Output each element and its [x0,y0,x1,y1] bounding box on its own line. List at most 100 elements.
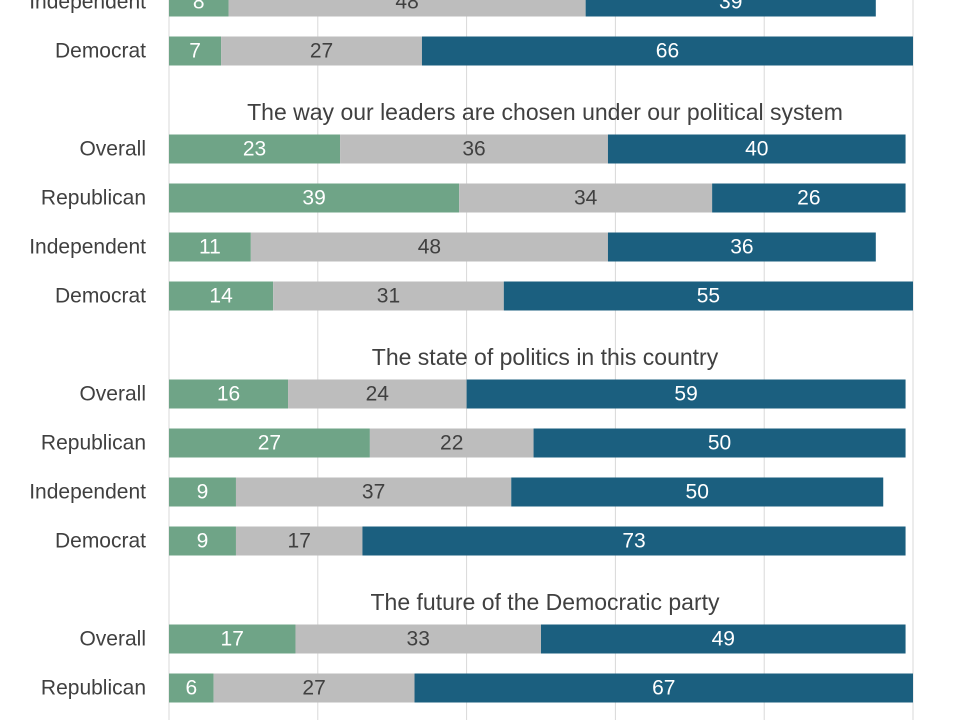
data-label: 17 [288,530,311,553]
data-label: 22 [440,432,463,455]
data-label: 14 [209,285,233,308]
bar-segment [221,36,422,66]
bar-segment [503,281,913,311]
category-label: Republican [41,187,146,210]
group-title: The state of politics in this country [372,344,719,370]
data-label: 67 [652,677,675,700]
bar-segment [169,281,274,311]
bar-row: Republican 6 27 67 [41,673,913,703]
bar-row: Republican 27 22 50 [41,428,906,458]
bar-segment [511,477,884,507]
data-label: 59 [674,383,697,406]
bar-segment [607,232,876,262]
bar-row: Overall 17 33 49 [79,624,906,654]
data-label: 40 [745,138,768,161]
bar-segment [169,379,289,409]
bar-segment [213,673,415,703]
bar-segment [228,0,586,17]
data-label: 48 [395,0,418,14]
bar-segment [607,134,906,164]
data-label: 50 [686,481,709,504]
data-label: 16 [217,383,240,406]
bar-segment [250,232,608,262]
bar-segment [235,477,512,507]
bar-segment [585,0,876,17]
bar-segment [362,526,906,556]
bar-segment [414,673,913,703]
data-label: 37 [362,481,385,504]
data-label: 36 [730,236,753,259]
category-label: Overall [79,138,146,161]
data-label: 17 [221,628,244,651]
bar-row: Democrat 9 17 73 [55,526,906,556]
chart-group: Independent 8 48 39 Democrat 7 27 66 [29,0,913,66]
category-label: Independent [29,236,146,259]
bar-segment [295,624,541,654]
data-label: 27 [310,40,333,63]
bar-segment [169,673,214,703]
data-label: 24 [366,383,390,406]
bar-segment [169,134,341,164]
category-label: Democrat [55,530,146,553]
data-label: 9 [197,481,209,504]
bar-segment [541,624,906,654]
bar-segment [459,183,713,213]
data-label: 11 [199,236,221,259]
bar-row: Democrat 7 27 66 [55,36,913,66]
category-label: Republican [41,432,146,455]
category-label: Republican [41,677,146,700]
gridlines [168,0,914,720]
bar-segment [169,428,370,458]
category-label: Democrat [55,40,146,63]
data-label: 39 [719,0,742,14]
bar-segment [369,428,534,458]
bar-segment [273,281,504,311]
chart-group: The future of the Democratic party Overal… [41,589,913,703]
bar-segment [169,526,236,556]
data-label: 34 [574,187,598,210]
bar-row: Overall 16 24 59 [79,379,906,409]
bar-segment [169,183,460,213]
bar-segment [340,134,608,164]
bar-segment [169,36,222,66]
bar-row: Overall 23 36 40 [79,134,906,164]
data-label: 39 [302,187,325,210]
category-label: Independent [29,481,146,504]
bar-segment [421,36,913,66]
bar-row: Independent 9 37 50 [29,477,884,507]
group-title: The way our leaders are chosen under our… [247,99,843,125]
data-label: 55 [697,285,720,308]
data-label: 36 [462,138,485,161]
bar-segment [169,0,229,17]
data-label: 33 [407,628,430,651]
data-label: 26 [797,187,820,210]
bar-segment [533,428,906,458]
bar-row: Independent 11 48 36 [29,232,876,262]
category-label: Independent [29,0,146,14]
group-title: The future of the Democratic party [371,589,720,615]
data-label: 73 [622,530,645,553]
chart-group: The way our leaders are chosen under our… [29,99,913,311]
chart-group: The state of politics in this country Ove… [29,344,906,556]
data-label: 27 [302,677,325,700]
data-label: 50 [708,432,731,455]
data-label: 6 [185,677,197,700]
data-label: 7 [189,40,201,63]
category-label: Democrat [55,285,146,308]
data-label: 27 [258,432,281,455]
bar-segment [712,183,906,213]
data-label: 48 [418,236,441,259]
data-label: 31 [377,285,400,308]
bar-segment [169,624,296,654]
data-label: 9 [197,530,209,553]
data-label: 49 [712,628,735,651]
data-label: 66 [656,40,679,63]
bar-row: Republican 39 34 26 [41,183,906,213]
data-label: 23 [243,138,266,161]
bar-segment [169,477,236,507]
data-label: 8 [193,0,205,14]
category-label: Overall [79,628,146,651]
bar-row: Democrat 14 31 55 [55,281,913,311]
